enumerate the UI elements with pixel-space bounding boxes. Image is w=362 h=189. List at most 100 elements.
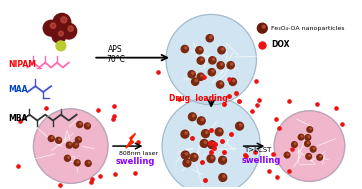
Text: MBA: MBA — [8, 114, 27, 122]
Circle shape — [189, 113, 196, 121]
Circle shape — [59, 31, 63, 36]
Circle shape — [223, 158, 225, 160]
Circle shape — [204, 141, 207, 143]
Circle shape — [310, 128, 311, 129]
Circle shape — [201, 58, 203, 61]
Circle shape — [208, 69, 215, 76]
Text: swelling: swelling — [116, 157, 155, 166]
Text: 808nm laser: 808nm laser — [119, 151, 158, 156]
Circle shape — [195, 80, 197, 82]
Circle shape — [305, 135, 311, 140]
Circle shape — [219, 156, 227, 164]
Circle shape — [50, 23, 56, 29]
Circle shape — [294, 143, 296, 145]
Circle shape — [274, 111, 345, 181]
Circle shape — [197, 73, 205, 80]
Circle shape — [43, 20, 59, 36]
Text: Drug  loading: Drug loading — [169, 94, 228, 103]
Circle shape — [191, 78, 199, 85]
Circle shape — [77, 161, 79, 163]
Text: T>LCST: T>LCST — [244, 147, 271, 153]
Circle shape — [199, 48, 202, 50]
Circle shape — [201, 119, 203, 121]
Circle shape — [73, 142, 79, 148]
Circle shape — [56, 41, 66, 51]
Circle shape — [191, 72, 194, 74]
Circle shape — [79, 138, 80, 140]
Circle shape — [222, 48, 224, 50]
Circle shape — [298, 134, 304, 140]
Circle shape — [190, 153, 198, 161]
Circle shape — [181, 45, 188, 53]
Circle shape — [53, 13, 71, 31]
Circle shape — [61, 17, 67, 23]
Circle shape — [51, 137, 53, 139]
Circle shape — [220, 82, 222, 84]
Circle shape — [218, 47, 225, 54]
Circle shape — [307, 142, 309, 144]
Circle shape — [84, 123, 90, 129]
Circle shape — [219, 174, 227, 181]
Circle shape — [196, 47, 203, 54]
Circle shape — [74, 160, 80, 166]
Circle shape — [231, 63, 233, 65]
Circle shape — [56, 137, 62, 143]
Circle shape — [166, 14, 256, 105]
Circle shape — [202, 130, 209, 138]
Circle shape — [209, 57, 216, 64]
Circle shape — [183, 159, 191, 167]
Circle shape — [287, 153, 289, 155]
Circle shape — [233, 80, 235, 82]
Circle shape — [223, 175, 225, 177]
Circle shape — [216, 81, 224, 88]
Circle shape — [284, 152, 290, 158]
Circle shape — [64, 155, 71, 161]
Text: NIPAM: NIPAM — [8, 60, 36, 70]
Circle shape — [181, 130, 189, 138]
Circle shape — [77, 122, 83, 128]
Circle shape — [85, 160, 91, 166]
Circle shape — [320, 156, 321, 157]
Circle shape — [212, 58, 215, 60]
Circle shape — [197, 117, 205, 125]
Circle shape — [75, 137, 81, 143]
Circle shape — [206, 35, 213, 42]
Circle shape — [317, 154, 323, 160]
Polygon shape — [126, 133, 136, 148]
Circle shape — [87, 124, 89, 126]
Circle shape — [215, 128, 223, 136]
Circle shape — [88, 162, 90, 163]
Circle shape — [301, 136, 303, 137]
Circle shape — [207, 155, 215, 163]
Circle shape — [212, 70, 214, 72]
Circle shape — [309, 155, 310, 156]
Circle shape — [181, 151, 189, 159]
Circle shape — [291, 142, 297, 147]
Text: MAA: MAA — [8, 85, 28, 94]
Circle shape — [208, 141, 216, 149]
Text: Fe₃O₄-OA nanoparticles: Fe₃O₄-OA nanoparticles — [271, 26, 345, 31]
Circle shape — [185, 47, 187, 49]
Circle shape — [61, 23, 77, 39]
Circle shape — [188, 71, 195, 78]
Text: swelling: swelling — [242, 156, 281, 165]
Circle shape — [67, 156, 69, 158]
Text: DOX: DOX — [271, 40, 290, 49]
Circle shape — [162, 97, 260, 189]
Circle shape — [308, 136, 310, 137]
Circle shape — [310, 146, 316, 152]
Circle shape — [240, 124, 242, 126]
Circle shape — [52, 29, 66, 43]
Circle shape — [306, 154, 311, 159]
Circle shape — [59, 139, 60, 140]
Circle shape — [194, 155, 196, 157]
Circle shape — [185, 153, 188, 155]
Text: APS: APS — [108, 45, 123, 54]
Circle shape — [68, 26, 73, 31]
Circle shape — [211, 156, 213, 159]
Circle shape — [219, 129, 222, 132]
Circle shape — [33, 109, 108, 183]
Circle shape — [229, 78, 236, 85]
Circle shape — [236, 122, 244, 130]
Circle shape — [197, 57, 205, 64]
